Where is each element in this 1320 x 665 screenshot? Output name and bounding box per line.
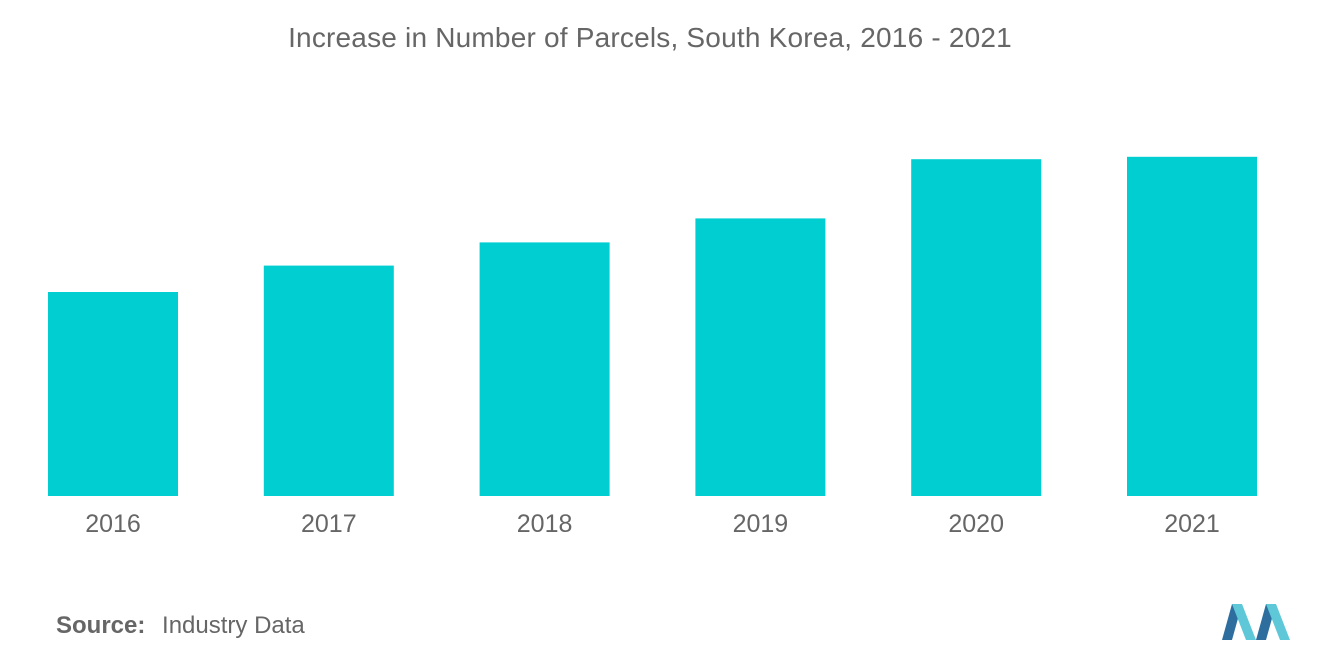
bar-2020 [911, 159, 1042, 496]
bar-2016 [48, 292, 178, 496]
x-tick-label: 2020 [948, 510, 1004, 538]
source-text: Industry Data [162, 612, 305, 639]
bar-2017 [263, 265, 394, 496]
mordor-logo-icon [1222, 604, 1290, 640]
chart-title: Increase in Number of Parcels, South Kor… [288, 22, 1012, 53]
x-tick-label: 2016 [85, 510, 141, 538]
bar-2018 [479, 242, 610, 496]
x-tick-label: 2018 [517, 510, 573, 538]
bar-2021 [1127, 156, 1257, 497]
bar-2019 [695, 218, 826, 496]
x-tick-label: 2019 [733, 510, 789, 538]
source-label: Source: [56, 612, 146, 639]
x-tick-label: 2017 [301, 510, 357, 538]
x-tick-label: 2021 [1164, 510, 1220, 538]
source-note: Source: Industry Data [56, 612, 305, 640]
